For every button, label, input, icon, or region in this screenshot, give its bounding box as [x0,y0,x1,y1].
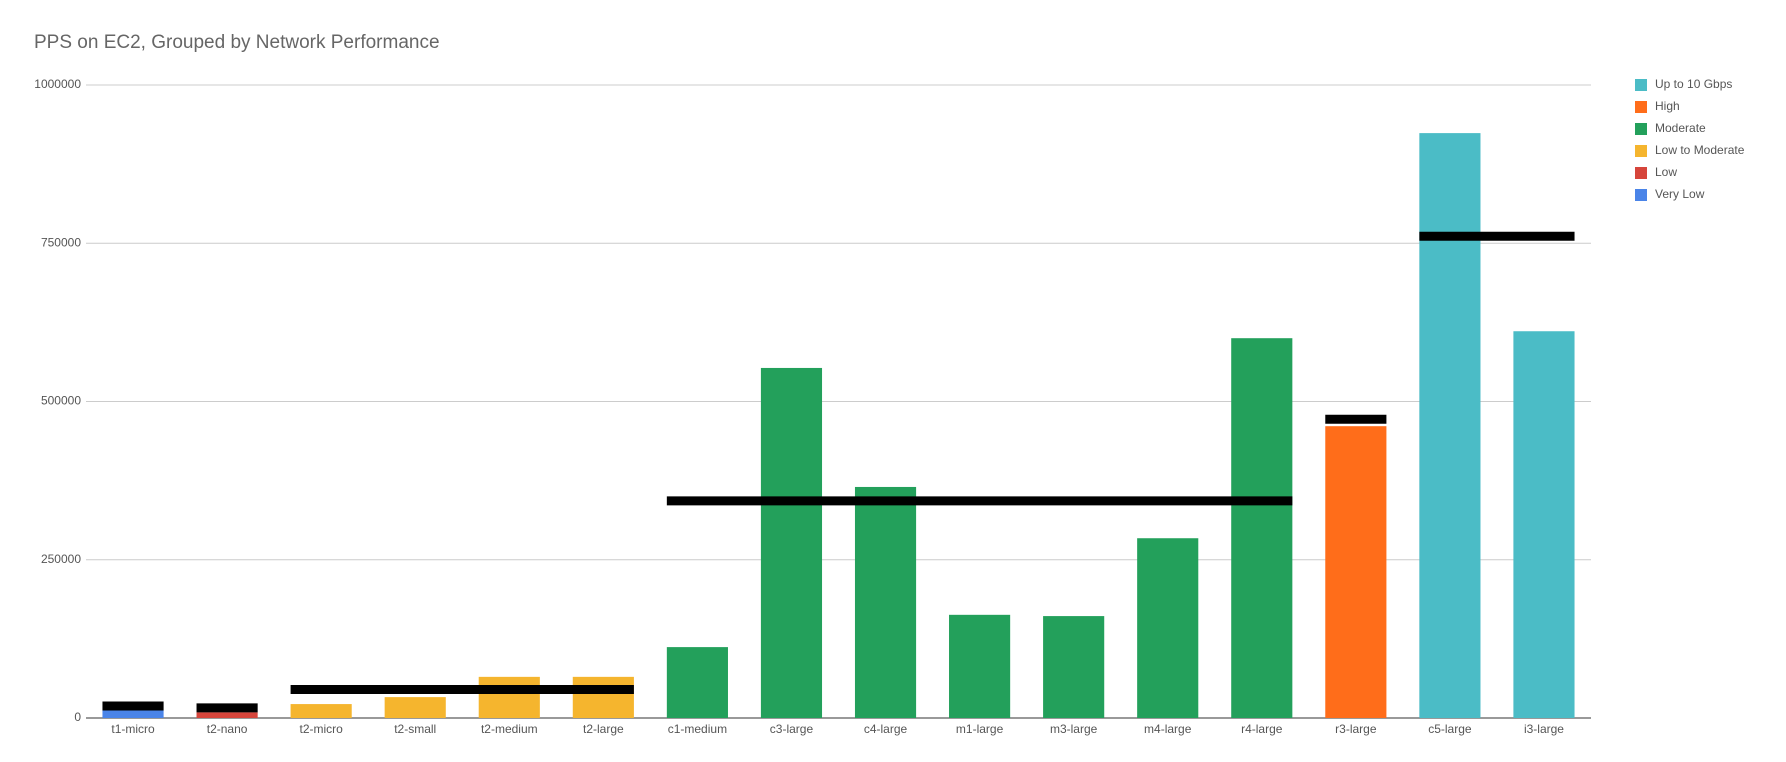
bar [949,614,1011,718]
bar [1137,538,1199,718]
x-tick-label: i3-large [1524,722,1564,736]
x-tick-label: c1-medium [668,722,727,736]
x-tick-label: r3-large [1335,722,1377,736]
legend-swatch [1635,145,1647,157]
x-tick-label: m3-large [1050,722,1098,736]
legend-label: Low to Moderate [1655,143,1745,157]
legend-label: Up to 10 Gbps [1655,77,1732,91]
bar [102,710,164,718]
legend-swatch [1635,167,1647,179]
bar [572,676,634,718]
bar [1231,338,1293,718]
bar [854,486,917,718]
x-tick-label: t2-large [583,722,624,736]
bar [1419,133,1481,718]
legend-label: Moderate [1655,121,1706,135]
chart-title: PPS on EC2, Grouped by Network Performan… [34,32,440,53]
bar [1043,616,1105,718]
legend-swatch [1635,123,1647,135]
bar [666,647,728,718]
x-tick-label: c5-large [1428,722,1472,736]
bar [1513,331,1575,718]
bar [478,676,540,718]
x-tick-label: m4-large [1144,722,1192,736]
x-tick-label: m1-large [956,722,1004,736]
x-tick-label: c4-large [864,722,908,736]
x-tick-label: r4-large [1241,722,1283,736]
x-tick-label: t2-medium [481,722,538,736]
x-tick-label: t2-nano [207,722,248,736]
legend-label: Low [1655,165,1677,179]
legend-swatch [1635,101,1647,113]
y-tick-label: 500000 [41,394,81,408]
x-tick-label: t2-micro [299,722,343,736]
bar [760,367,823,718]
y-tick-label: 750000 [41,235,81,249]
legend-label: Very Low [1655,187,1705,201]
y-tick-label: 0 [74,710,81,724]
bar [290,704,352,718]
x-tick-label: t1-micro [111,722,155,736]
x-tick-label: t2-small [394,722,436,736]
legend-swatch [1635,79,1647,91]
bar [196,712,258,718]
bar [384,697,446,718]
y-tick-label: 250000 [41,552,81,566]
y-tick-label: 1000000 [34,77,81,91]
x-tick-label: c3-large [770,722,814,736]
legend-swatch [1635,189,1647,201]
legend-label: High [1655,99,1680,113]
bar [1325,426,1387,718]
